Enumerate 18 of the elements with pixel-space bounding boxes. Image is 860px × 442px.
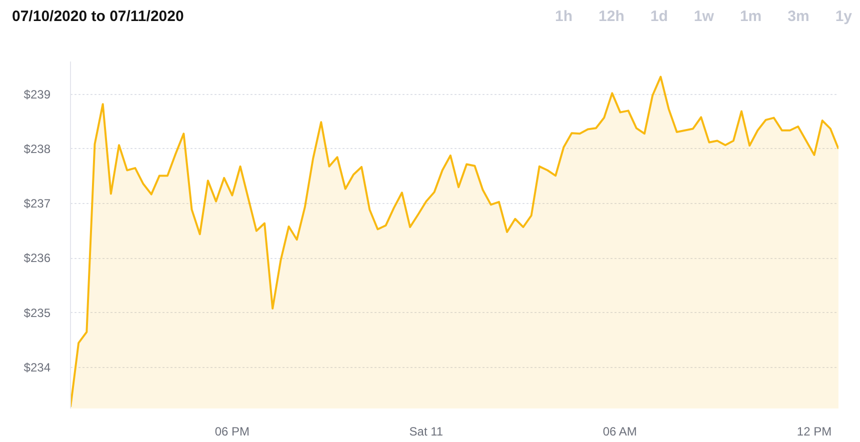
- text: 1d: [650, 8, 668, 25]
- y-tick-label: $239: [24, 87, 51, 102]
- text: 1h: [555, 8, 573, 25]
- y-tick-label: $237: [24, 196, 51, 211]
- text: 1m: [740, 8, 762, 25]
- text: 3m: [788, 8, 810, 25]
- y-tick-label: $238: [24, 142, 51, 156]
- x-tick-label: 12 PM: [796, 424, 832, 438]
- x-tick-label: 06 AM: [602, 424, 637, 438]
- text: 1w: [694, 8, 714, 25]
- x-tick-label: 06 PM: [214, 424, 250, 438]
- x-tick-label: Sat 11: [409, 424, 444, 438]
- chart-title: 07/10/2020 to 07/11/2020: [12, 7, 184, 27]
- text: 1y: [835, 8, 852, 25]
- text: 12h: [598, 8, 624, 25]
- y-tick-label: $235: [24, 306, 51, 320]
- y-tick-label: $234: [24, 360, 51, 375]
- y-tick-label: $236: [24, 251, 51, 266]
